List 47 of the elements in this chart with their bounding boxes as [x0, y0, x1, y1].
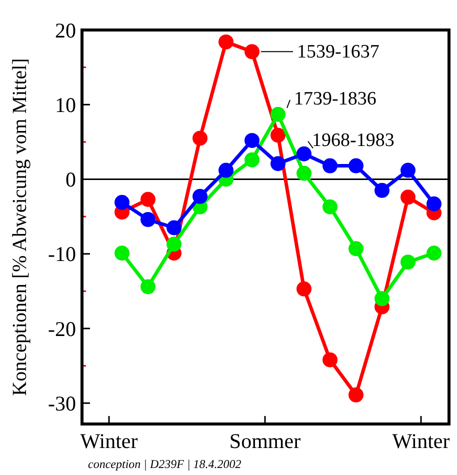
point — [374, 182, 390, 198]
point — [218, 34, 234, 50]
y-tick-label: -10 — [48, 242, 76, 266]
text: Winter — [80, 429, 138, 453]
point — [114, 246, 130, 261]
point — [400, 254, 416, 270]
y-tick-label: 0 — [66, 168, 76, 192]
point — [270, 156, 286, 172]
point — [270, 106, 286, 122]
point — [348, 158, 364, 174]
y-axis-title: Konceptionen [% Abweicung vom Mittel] — [9, 58, 31, 396]
point — [400, 190, 416, 205]
point — [140, 192, 156, 207]
point — [426, 246, 442, 261]
point — [192, 188, 208, 204]
point — [322, 158, 338, 174]
point — [348, 387, 364, 402]
series-label: 1968-1983 — [312, 130, 394, 151]
point — [244, 152, 260, 168]
y-tick-label: -20 — [48, 316, 76, 341]
y-tick-label: 10 — [55, 92, 76, 117]
point — [244, 44, 260, 60]
point — [374, 291, 390, 306]
point — [426, 196, 442, 212]
y-tick-label: 20 — [55, 18, 76, 42]
point — [114, 194, 130, 210]
point — [296, 281, 312, 296]
series-label: 1739-1836 — [294, 88, 376, 110]
point — [244, 132, 260, 148]
point — [166, 220, 182, 236]
point — [322, 199, 338, 214]
point — [400, 162, 416, 178]
point — [296, 146, 312, 162]
text: Winter — [392, 429, 450, 453]
point — [140, 212, 156, 228]
point — [270, 128, 286, 143]
point — [322, 352, 338, 368]
point — [218, 162, 234, 178]
point — [192, 130, 208, 146]
series-label: 1539-1637 — [297, 42, 380, 63]
point — [296, 166, 312, 181]
point — [140, 279, 156, 294]
y-tick-label: -30 — [48, 391, 76, 416]
point — [166, 236, 182, 252]
text: Sommer — [229, 429, 301, 453]
point — [348, 241, 364, 256]
text: conception | D239F | 18.4.2002 — [88, 457, 242, 471]
